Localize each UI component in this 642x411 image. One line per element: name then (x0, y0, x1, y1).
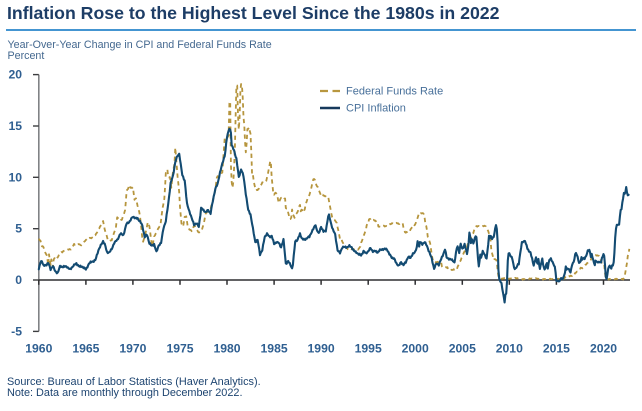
svg-text:Federal Funds Rate: Federal Funds Rate (346, 86, 443, 98)
svg-text:-5: -5 (11, 324, 22, 338)
svg-text:1975: 1975 (166, 342, 193, 356)
svg-text:2005: 2005 (449, 342, 476, 356)
svg-text:15: 15 (8, 119, 22, 133)
svg-text:1960: 1960 (25, 342, 52, 356)
svg-text:20: 20 (8, 68, 22, 82)
svg-text:CPI Inflation: CPI Inflation (346, 103, 406, 115)
svg-text:1965: 1965 (72, 342, 99, 356)
svg-text:2020: 2020 (590, 342, 617, 356)
svg-text:1980: 1980 (213, 342, 240, 356)
svg-text:10: 10 (8, 170, 22, 184)
svg-text:2010: 2010 (496, 342, 523, 356)
svg-text:5: 5 (15, 222, 22, 236)
svg-text:2000: 2000 (402, 342, 429, 356)
svg-text:1995: 1995 (355, 342, 382, 356)
svg-text:1970: 1970 (119, 342, 146, 356)
svg-text:1990: 1990 (308, 342, 335, 356)
svg-text:2015: 2015 (543, 342, 570, 356)
svg-text:1985: 1985 (261, 342, 288, 356)
svg-text:0: 0 (15, 273, 22, 287)
